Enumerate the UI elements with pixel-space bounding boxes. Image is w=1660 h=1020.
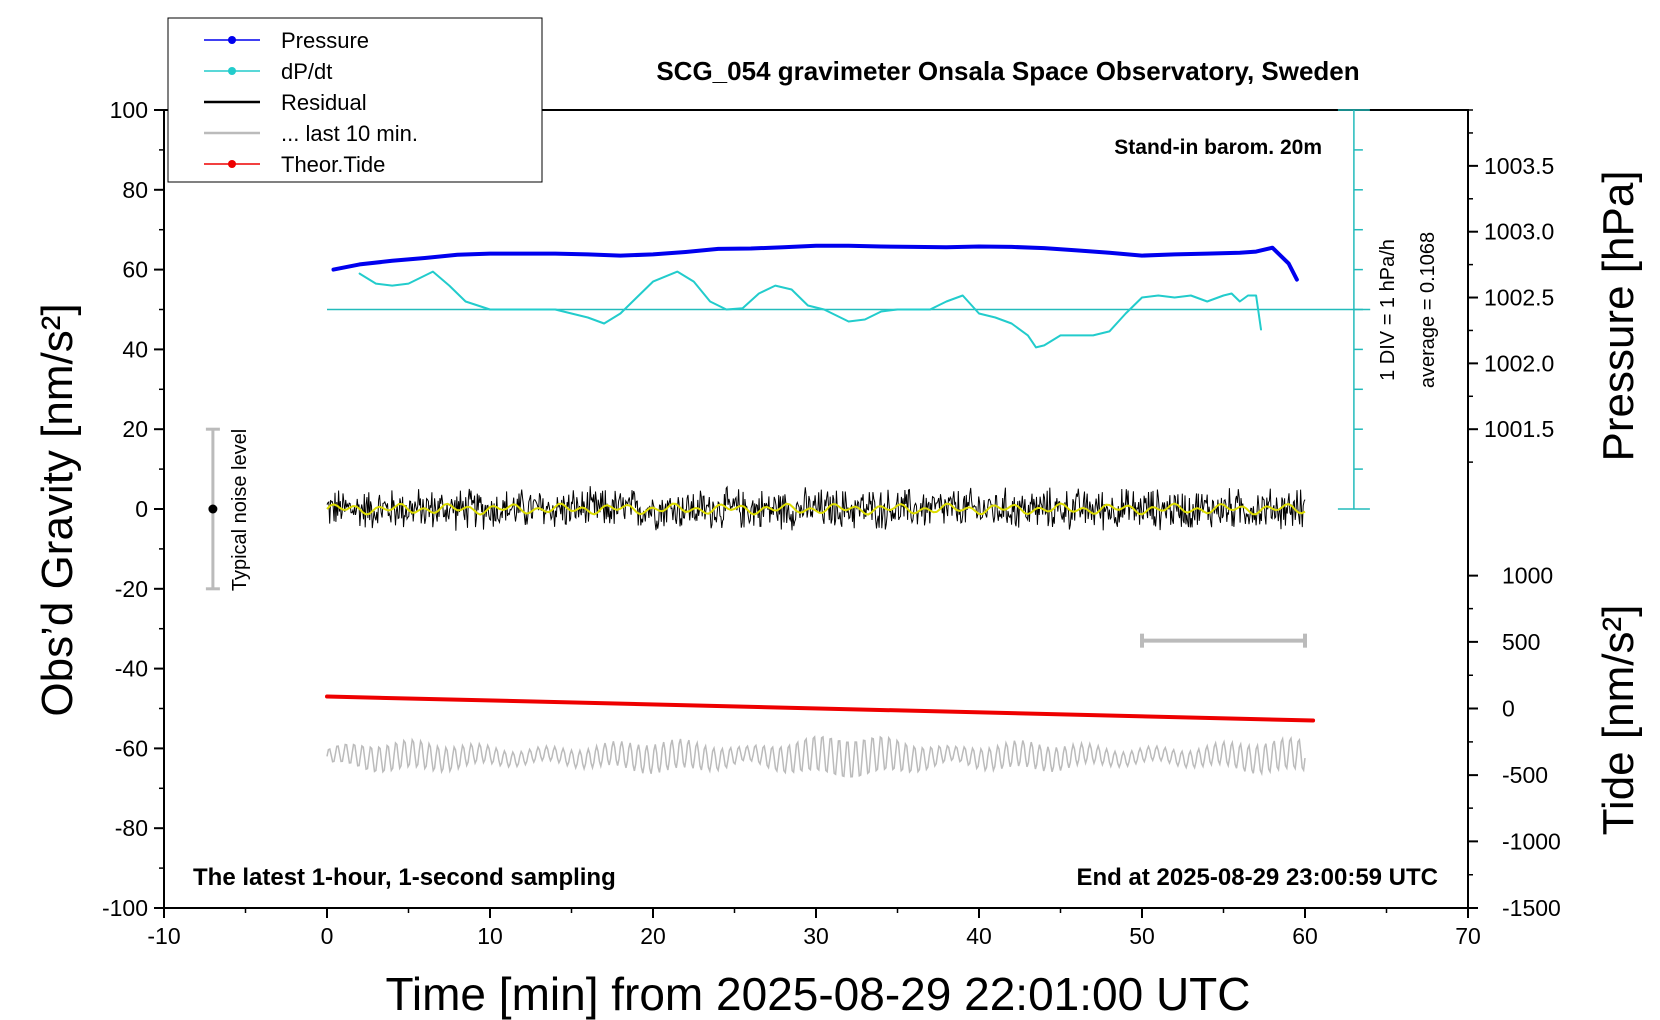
pressure-tick-label: 1002.5 xyxy=(1484,285,1554,311)
residual-smoothed-line xyxy=(326,502,1306,516)
last10-line xyxy=(326,735,1306,778)
x-tick-label: 10 xyxy=(477,923,503,949)
legend-label: ... last 10 min. xyxy=(281,121,418,146)
noise-bar-center xyxy=(208,504,218,514)
legend: Pressure dP/dt Residual ... last 10 min. The… xyxy=(167,17,543,183)
x-tick-label: 40 xyxy=(966,923,992,949)
pressure-line xyxy=(331,243,1299,282)
y-left-tick-label: -80 xyxy=(115,815,148,841)
x-tick-label: 50 xyxy=(1129,923,1155,949)
y-left-tick-label: -40 xyxy=(115,656,148,682)
y-left-tick-label: 100 xyxy=(110,97,148,123)
pressure-tick-label: 1003.5 xyxy=(1484,153,1554,179)
noise-label: Typical noise level xyxy=(229,429,251,591)
pressure-tick-label: 1002.0 xyxy=(1484,350,1554,376)
y-axis-pressure-ticks: 1001.5 1002.0 1002.5 1003.0 1003.5 xyxy=(1468,109,1554,463)
end-time-note: End at 2025-08-29 23:00:59 UTC xyxy=(1077,864,1439,891)
y-left-tick-label: -100 xyxy=(102,895,148,921)
legend-marker xyxy=(228,160,236,168)
tide-tick-label: -1500 xyxy=(1502,895,1561,921)
x-tick-label: 70 xyxy=(1455,923,1481,949)
legend-label: Theor.Tide xyxy=(281,152,385,177)
legend-label: Pressure xyxy=(281,28,369,53)
legend-box xyxy=(167,17,543,183)
tide-tick-label: -500 xyxy=(1502,762,1548,788)
y-left-tick-label: 80 xyxy=(122,177,148,203)
y-left-tick-label: -60 xyxy=(115,735,148,761)
x-tick-label: -10 xyxy=(147,923,180,949)
x-axis-label: Time [min] from 2025-08-29 22:01:00 UTC xyxy=(386,968,1251,1020)
tide-tick-label: 500 xyxy=(1502,629,1540,655)
x-tick-label: 20 xyxy=(640,923,666,949)
y-axis-left-ticks: -100 -80 -60 -40 -20 0 20 40 60 80 100 xyxy=(102,97,164,921)
y-left-tick-label: 20 xyxy=(122,416,148,442)
dp-dt-line xyxy=(358,270,1262,349)
last10-range-bar xyxy=(1140,633,1307,648)
tide-tick-label: 1000 xyxy=(1502,563,1553,589)
x-tick-label: 60 xyxy=(1292,923,1318,949)
pressure-tick-label: 1003.0 xyxy=(1484,219,1554,245)
noise-level-bar xyxy=(205,427,220,591)
y-axis-tide-ticks: -1500 -1000 -500 0 500 1000 xyxy=(1468,563,1561,921)
pressure-tick-label: 1001.5 xyxy=(1484,416,1554,442)
y-left-tick-label: -20 xyxy=(115,576,148,602)
x-tick-label: 30 xyxy=(803,923,829,949)
chart-title: SCG_054 gravimeter Onsala Space Observat… xyxy=(656,56,1359,86)
theor-tide-line xyxy=(325,694,1316,723)
x-axis-ticks: -10 0 10 20 30 40 50 60 70 xyxy=(147,908,1481,949)
legend-items: Pressure dP/dt Residual ... last 10 min. The… xyxy=(204,28,418,177)
series-layer xyxy=(325,243,1316,778)
sampling-note: The latest 1-hour, 1-second sampling xyxy=(193,864,616,891)
legend-marker xyxy=(228,36,236,44)
y-axis-tide-label: Tide [nm/s²] xyxy=(1594,605,1643,836)
barometer-note: Stand-in barom. 20m xyxy=(1114,136,1322,159)
legend-label: Residual xyxy=(281,90,367,115)
scale-div-label: 1 DIV = 1 hPa/h xyxy=(1377,239,1399,381)
tide-tick-label: 0 xyxy=(1502,696,1515,722)
y-left-tick-label: 60 xyxy=(122,257,148,283)
legend-marker xyxy=(228,67,236,75)
y-left-tick-label: 0 xyxy=(135,496,148,522)
legend-label: dP/dt xyxy=(281,59,332,84)
tide-tick-label: -1000 xyxy=(1502,828,1561,854)
y-axis-pressure-label: Pressure [hPa] xyxy=(1594,170,1643,461)
x-tick-label: 0 xyxy=(321,923,334,949)
average-label: average = 0.1068 xyxy=(1417,232,1439,388)
y-left-tick-label: 40 xyxy=(122,336,148,362)
y-axis-left-label: Obs’d Gravity [nm/s²] xyxy=(33,303,82,716)
